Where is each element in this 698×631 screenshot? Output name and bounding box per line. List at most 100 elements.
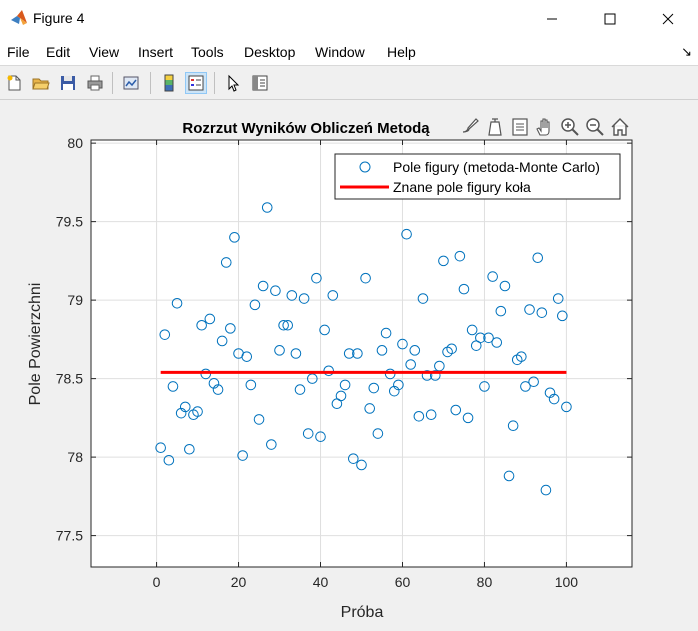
menu-desktop[interactable]: Desktop [244,44,296,60]
data-point [212,384,224,395]
property-inspector-button[interactable] [249,72,271,94]
data-point [323,365,335,377]
data-point [278,319,289,331]
new-figure-button[interactable] [3,72,25,94]
legend[interactable]: Pole figury (metoda-Monte Carlo) Znane p… [334,153,621,200]
datatip-list-icon [512,118,528,136]
data-point [229,232,240,243]
data-point [249,299,261,311]
data-point [225,323,236,334]
save-button[interactable] [57,72,79,94]
insert-colorbar-button[interactable] [158,72,180,94]
data-point [421,370,433,381]
data-point [548,393,560,405]
maximize-button[interactable] [587,0,633,38]
data-point [413,410,425,422]
data-point [216,335,228,347]
data-point [179,401,191,413]
matlab-icon [11,10,27,25]
y-tick-label: 78.5 [56,371,83,387]
link-plot-button[interactable] [120,72,142,94]
x-tick-label: 0 [153,574,161,590]
data-point [393,379,404,391]
data-point [257,280,269,292]
property-inspector-icon [252,75,268,91]
data-point [184,443,195,455]
data-point [159,329,171,340]
menu-help[interactable]: Help [387,44,416,60]
data-point [352,348,363,359]
data-point [360,272,371,284]
data-point [466,324,478,336]
menu-window[interactable]: Window [315,44,365,60]
data-point [298,293,310,304]
data-point [397,338,408,350]
menu-file[interactable]: File [7,44,30,60]
data-point [266,439,277,450]
data-point [495,305,507,317]
menu-insert[interactable]: Insert [138,44,174,60]
data-point [384,368,396,380]
insert-legend-icon [188,75,204,91]
data-point [450,404,462,416]
dock-arrow-icon[interactable]: ↘ [681,44,692,59]
pointer-button[interactable] [222,72,244,94]
menu-view[interactable]: View [89,44,120,60]
toolbar-separator [112,72,113,94]
data-point [348,453,359,464]
datatip-list-button[interactable] [512,118,528,136]
x-tick-label: 20 [231,574,247,590]
close-icon [662,13,674,25]
zoom-out-button[interactable] [586,118,604,136]
data-point [462,412,474,424]
data-point [204,313,216,325]
menu-tools[interactable]: Tools [191,44,224,60]
legend-label-line: Znane pole figury koła [393,179,531,195]
data-tips-icon [488,118,502,136]
insert-legend-button[interactable] [185,72,207,94]
axes-toolbar [462,118,629,136]
data-point [356,459,367,471]
data-point [339,379,351,391]
data-point [372,428,384,439]
minimize-button[interactable] [529,0,575,38]
data-tips-button[interactable] [488,118,502,136]
data-point [458,283,470,295]
data-point [561,401,572,413]
close-button[interactable] [645,0,691,38]
data-point [196,319,207,331]
data-point [368,382,380,394]
toolbar-separator [214,72,215,94]
menu-edit[interactable]: Edit [46,44,71,60]
data-point [409,345,421,356]
plot-area [91,140,632,567]
save-icon [61,76,75,90]
insert-colorbar-icon [164,74,174,92]
scatter-chart: 0 20 40 60 80 100 77.5 78 78.5 79 79.5 80 Rozrzut W… [27,118,633,621]
data-point [401,228,412,240]
data-point [532,252,544,264]
data-point [274,345,285,356]
print-button[interactable] [84,72,106,94]
zoom-in-button[interactable] [561,118,579,136]
data-point [429,370,441,381]
new-figure-icon [7,75,21,91]
x-tick-label: 60 [395,574,411,590]
data-point [540,484,552,496]
data-point [552,293,564,304]
data-point [167,381,179,392]
brush-button[interactable] [462,118,479,133]
data-point [425,409,437,421]
data-point [446,343,457,355]
y-tick-label: 80 [67,135,83,151]
data-point [487,271,498,282]
pan-button[interactable] [536,118,550,136]
data-point [319,324,330,336]
home-button[interactable] [611,118,629,136]
open-button[interactable] [30,72,52,94]
legend-label-scatter: Pole figury (metoda-Monte Carlo) [393,159,600,175]
data-point [253,414,265,425]
data-point [516,351,527,362]
y-tick-label: 79.5 [56,214,83,230]
minimize-icon [547,18,557,20]
